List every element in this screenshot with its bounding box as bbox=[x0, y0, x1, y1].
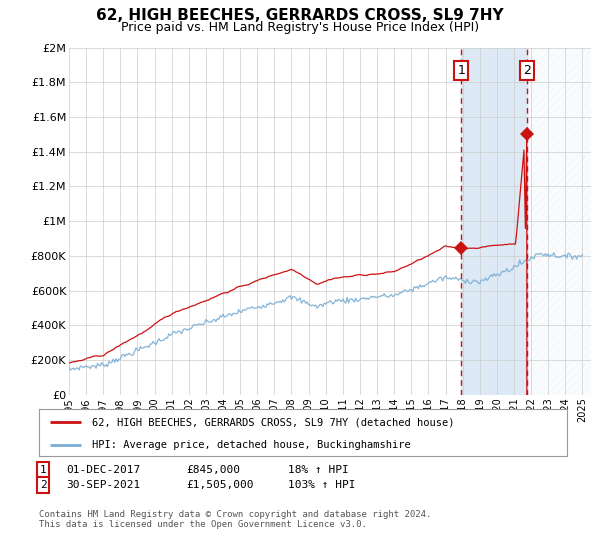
Text: 01-DEC-2017: 01-DEC-2017 bbox=[66, 465, 140, 475]
Bar bbox=[461, 48, 527, 395]
Text: Contains HM Land Registry data © Crown copyright and database right 2024.
This d: Contains HM Land Registry data © Crown c… bbox=[39, 510, 431, 529]
Text: 62, HIGH BEECHES, GERRARDS CROSS, SL9 7HY (detached house): 62, HIGH BEECHES, GERRARDS CROSS, SL9 7H… bbox=[92, 417, 454, 427]
Text: HPI: Average price, detached house, Buckinghamshire: HPI: Average price, detached house, Buck… bbox=[92, 440, 410, 450]
Text: 103% ↑ HPI: 103% ↑ HPI bbox=[288, 480, 355, 490]
Text: 1: 1 bbox=[40, 465, 47, 475]
Text: £845,000: £845,000 bbox=[186, 465, 240, 475]
Text: 2: 2 bbox=[40, 480, 47, 490]
Text: £1,505,000: £1,505,000 bbox=[186, 480, 254, 490]
Text: 18% ↑ HPI: 18% ↑ HPI bbox=[288, 465, 349, 475]
Text: 30-SEP-2021: 30-SEP-2021 bbox=[66, 480, 140, 490]
Text: 62, HIGH BEECHES, GERRARDS CROSS, SL9 7HY: 62, HIGH BEECHES, GERRARDS CROSS, SL9 7H… bbox=[96, 8, 504, 24]
Text: Price paid vs. HM Land Registry's House Price Index (HPI): Price paid vs. HM Land Registry's House … bbox=[121, 21, 479, 34]
Bar bbox=[527, 48, 591, 395]
Text: 1: 1 bbox=[457, 64, 465, 77]
Text: 2: 2 bbox=[523, 64, 531, 77]
